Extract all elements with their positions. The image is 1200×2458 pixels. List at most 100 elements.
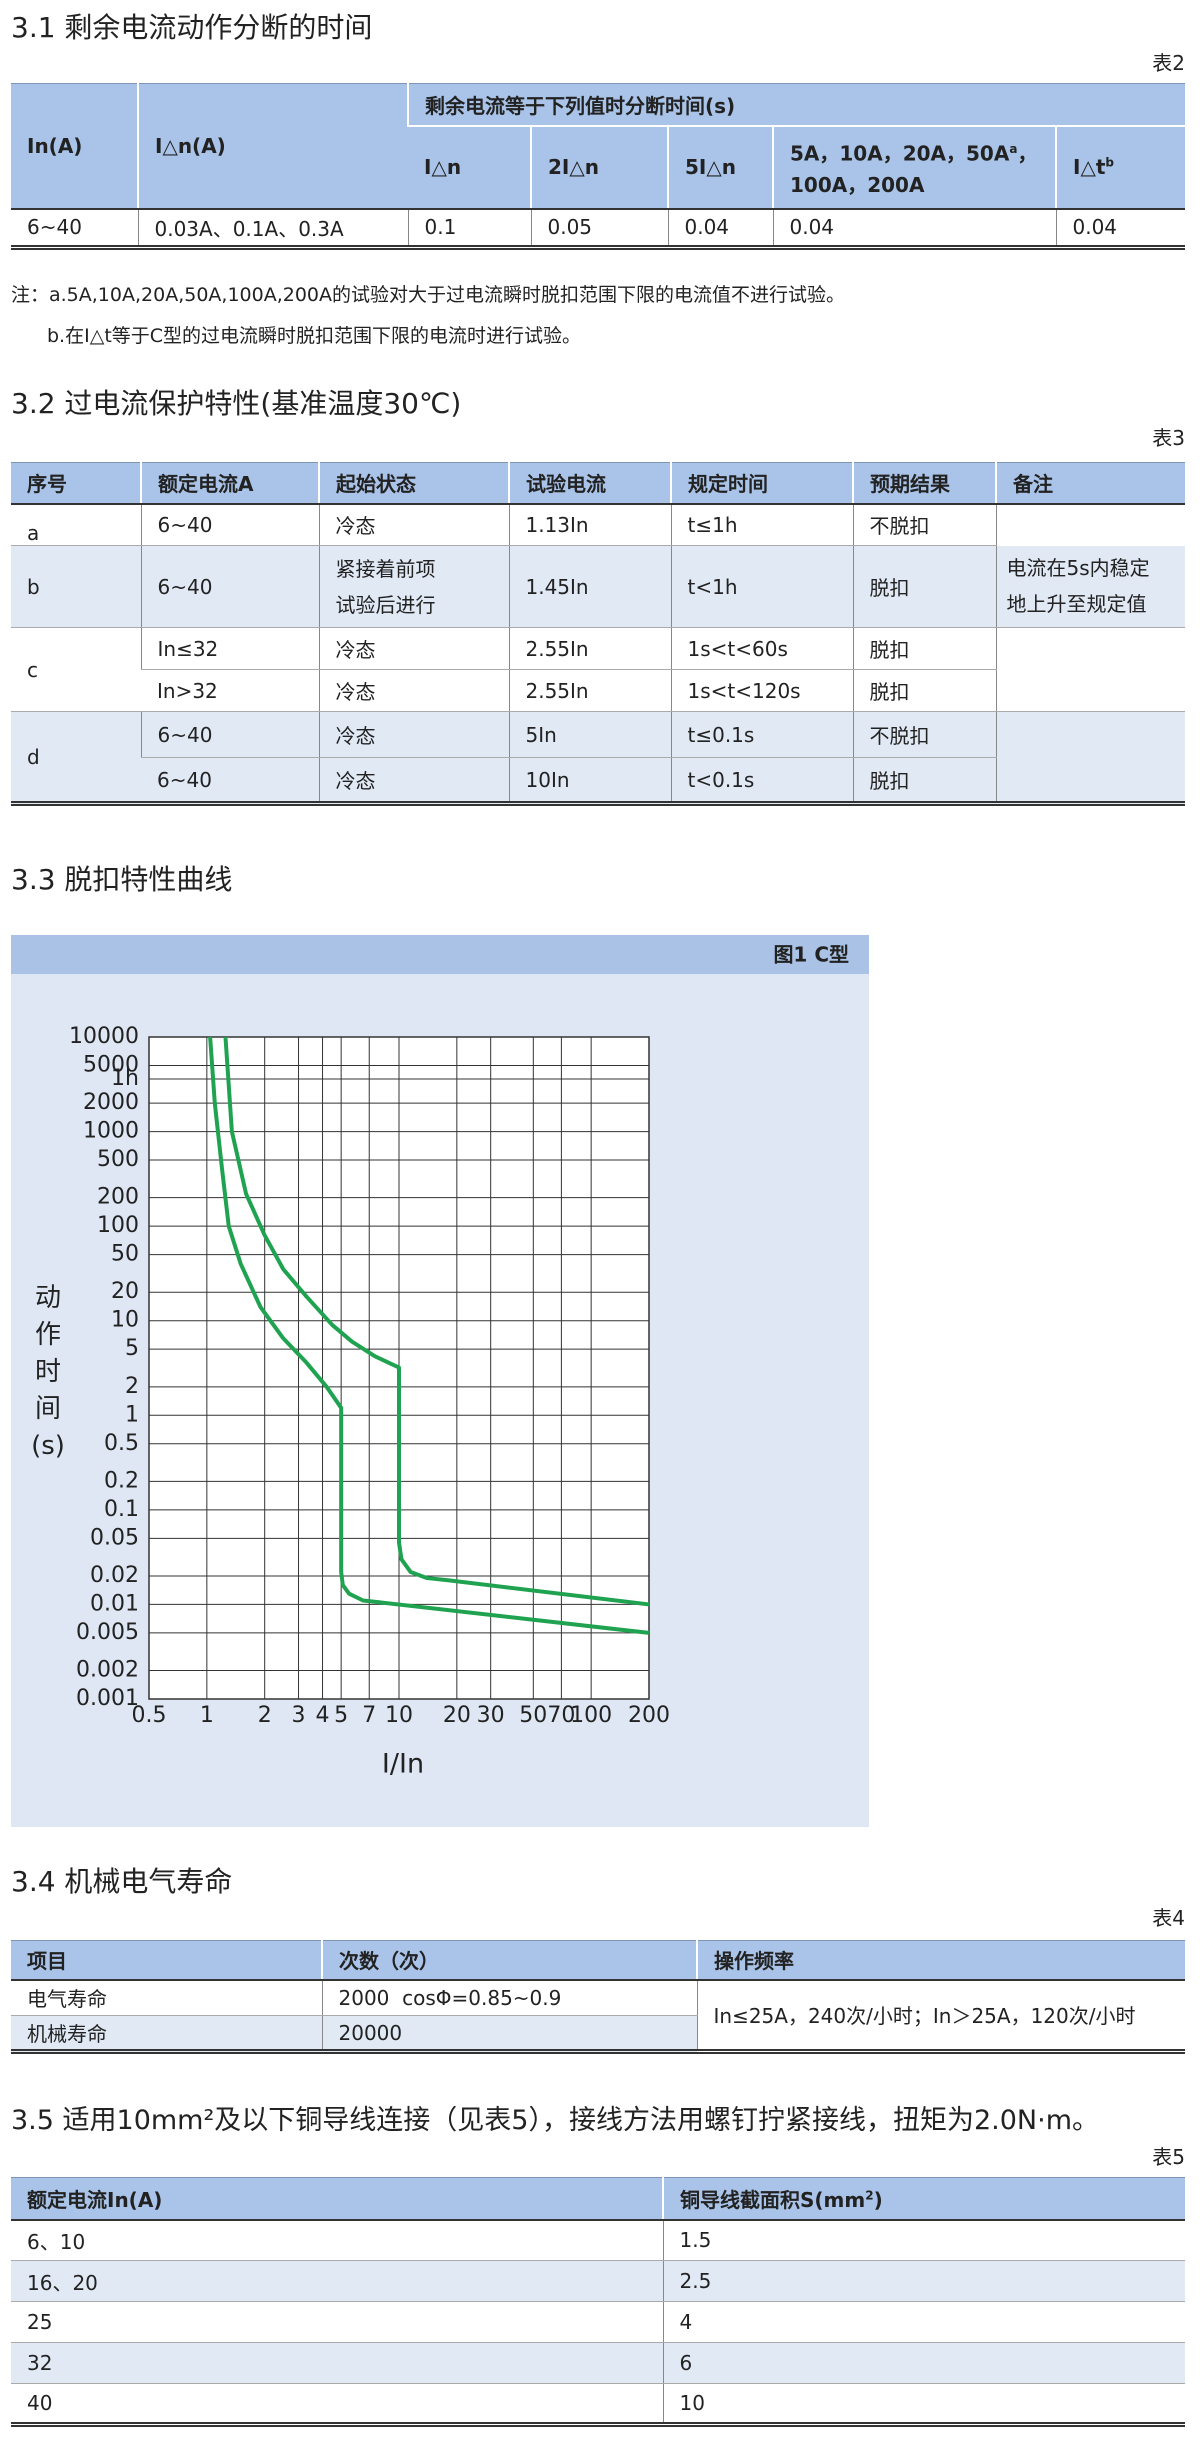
- table-cell: c: [11, 627, 141, 712]
- table-cell: In≤25A，240次/小时；In＞25A，120次/小时: [696, 1979, 1185, 2052]
- y-tick-label: 0.002: [76, 1658, 139, 1683]
- table-cell: I△n(A): [137, 83, 408, 210]
- table-cell: 1.5: [662, 2219, 1185, 2261]
- table-cell: 剩余电流等于下列值时分断时间(s): [407, 83, 1185, 127]
- text: b: [1105, 155, 1114, 170]
- table-cell: 不脱扣: [852, 503, 996, 546]
- table-cell: 试验电流: [508, 462, 671, 505]
- table-cell: 16、20: [11, 2260, 663, 2302]
- table-cell: 1.13In: [508, 503, 671, 546]
- table-cell: 铜导线截面积S(mm2): [662, 2177, 1185, 2221]
- table-row: 32 6: [11, 2342, 1185, 2384]
- table-cell: d: [11, 711, 141, 804]
- trip-curve: [208, 1036, 650, 1635]
- table-cell: 冷态: [318, 711, 509, 758]
- table-cell: 紧接着前项 试验后进行: [318, 545, 509, 628]
- table-cell: t≤1h: [670, 503, 853, 546]
- table-cell: [995, 627, 1185, 712]
- y-tick-label: 10000: [69, 1024, 139, 1049]
- table-cell: 1s<t<60s: [670, 627, 853, 670]
- y-tick-label: 50: [111, 1242, 139, 1267]
- x-tick-label: 0.5: [132, 1703, 167, 1728]
- table-cell: 1s<t<120s: [670, 669, 853, 712]
- table-cell: 2.5: [662, 2260, 1185, 2302]
- table-cell: 电流在5s内稳定 地上升至规定值: [995, 545, 1185, 628]
- text: ，100A，200A: [790, 141, 1038, 198]
- table-cell: [995, 503, 1185, 546]
- table-row: 序号 额定电流A 起始状态 试验电流 规定时间 预期结果 备注: [11, 462, 1185, 505]
- table-cell: 6~40: [140, 545, 319, 628]
- table-cell: 6~40: [140, 711, 319, 758]
- chart-title: 图1 C型: [773, 943, 849, 967]
- table-row: In>32 冷态 2.55In 1s<t<120s 脱扣: [11, 669, 1185, 712]
- table-row: 6、10 1.5: [11, 2219, 1185, 2261]
- note: 注：a.5A,10A,20A,50A,100A,200A的试验对大于过电流瞬时脱…: [11, 284, 846, 306]
- table-cell: 操作频率: [696, 1940, 1185, 1981]
- table-cell: 6~40: [11, 208, 138, 248]
- heading: 3.2 过电流保护特性(基准温度30℃): [11, 387, 462, 420]
- table-cell: 6~40: [140, 503, 319, 546]
- table-cell: 0.1: [407, 208, 531, 248]
- table-cell: 2.55In: [508, 669, 671, 712]
- x-tick-label: 30: [477, 1703, 505, 1728]
- table-3: 序号 额定电流A 起始状态 试验电流 规定时间 预期结果 备注 a 6~40 冷态 1.13In…: [11, 462, 1185, 806]
- table-row: 6~40 冷态 10In t<0.1s 脱扣: [11, 757, 1185, 804]
- y-tick-label: 5000: [83, 1052, 139, 1077]
- table-cell: 机械寿命: [11, 2015, 322, 2052]
- table-row: 25 4: [11, 2301, 1185, 2343]
- y-tick-label: 20: [111, 1279, 139, 1304]
- table-cell: 冷态: [318, 669, 509, 712]
- y-tick-label: 200: [97, 1185, 139, 1210]
- table-cell: 预期结果: [852, 462, 996, 505]
- table-cell: 0.03A、0.1A、0.3A: [137, 208, 408, 248]
- table-cell: 6: [662, 2342, 1185, 2384]
- y-tick-label: 0.1: [104, 1497, 139, 1522]
- table-row: 机械寿命 20000: [11, 2015, 1185, 2052]
- text: 5A，10A，20A，50A: [790, 141, 1010, 166]
- table-cell: I△tb: [1055, 125, 1185, 210]
- x-axis-label: I/In: [382, 1749, 424, 1780]
- figure: 图1 C型 I/In 10000 5000 1h 2000 1000 500 200 100 5…: [11, 935, 869, 1827]
- table-cell: 5A，10A，20A，50Aa，100A，200A: [772, 125, 1056, 210]
- y-tick-label: 0.2: [104, 1468, 139, 1493]
- table-cell: 冷态: [318, 503, 509, 546]
- table-cell: In(A): [11, 83, 138, 210]
- x-tick-label: 50: [519, 1703, 547, 1728]
- table-cell: 冷态: [318, 757, 509, 804]
- table-cell: 1.45In: [508, 545, 671, 628]
- x-tick-label: 1: [200, 1703, 214, 1728]
- table-cell: 脱扣: [852, 669, 996, 712]
- table-cell: 20000: [321, 2015, 697, 2052]
- x-tick-label: 2: [258, 1703, 272, 1728]
- table-cell: [995, 711, 1185, 804]
- table-cell: 5I△n: [667, 125, 773, 210]
- table-cell: 25: [11, 2301, 663, 2343]
- table-row: I△n 2I△n 5I△n 5A，10A，20A，50Aa，100A，200A …: [11, 125, 1185, 210]
- table-cell: 32: [11, 2342, 663, 2384]
- table-5: 额定电流In(A) 铜导线截面积S(mm2) 6、10 1.5 16、20 2.5 2…: [11, 2177, 1185, 2427]
- text: 紧接着前项: [335, 556, 436, 581]
- table-cell: 0.04: [1055, 208, 1185, 248]
- table-cell: 2I△n: [530, 125, 668, 210]
- text: I△t: [1073, 155, 1106, 179]
- note: b.在I△t等于C型的过电流瞬时脱扣范围下限的电流时进行试验。: [47, 325, 582, 347]
- x-tick-label: 10: [385, 1703, 413, 1728]
- x-tick-label: 5: [334, 1703, 348, 1728]
- y-tick-label: 2: [125, 1374, 139, 1399]
- table-row: 额定电流In(A) 铜导线截面积S(mm2): [11, 2177, 1185, 2221]
- table-cell: 备注: [995, 462, 1185, 505]
- table-cell: t≤0.1s: [670, 711, 853, 758]
- table-cell: 6~40: [141, 757, 319, 804]
- table-cell: 额定电流In(A): [11, 2177, 663, 2221]
- y-tick-label: 10: [111, 1308, 139, 1333]
- x-tick-label: 20: [443, 1703, 471, 1728]
- x-tick-label: 7: [362, 1703, 376, 1728]
- y-tick-label: 1h: [111, 1066, 139, 1091]
- table-cell: t<0.1s: [670, 757, 853, 804]
- heading: 3.5 适用10mm²及以下铜导线连接（见表5），接线方法用螺钉拧紧接线，扭矩为…: [11, 2105, 1100, 2136]
- table-cell: 40: [11, 2383, 663, 2425]
- table-cell: In>32: [141, 669, 319, 712]
- table-row: b 6~40 紧接着前项 试验后进行 1.45In t<1h 脱扣 电流在5s内稳定地…: [11, 545, 1185, 628]
- table-row: 电气寿命 2000 cosΦ=0.85~0.9 In≤25A，240次/小时；In＞…: [11, 1979, 1185, 2052]
